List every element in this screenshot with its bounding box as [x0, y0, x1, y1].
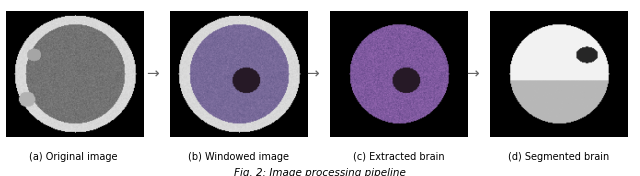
Text: (b) Windowed image: (b) Windowed image [188, 152, 289, 162]
Text: →: → [146, 66, 159, 81]
Text: (c) Extracted brain: (c) Extracted brain [353, 152, 445, 162]
Text: Fig. 2: Image processing pipeline: Fig. 2: Image processing pipeline [234, 168, 406, 176]
Text: →: → [306, 66, 319, 81]
Text: (a) Original image: (a) Original image [29, 152, 118, 162]
Text: →: → [466, 66, 479, 81]
Text: (d) Segmented brain: (d) Segmented brain [508, 152, 609, 162]
